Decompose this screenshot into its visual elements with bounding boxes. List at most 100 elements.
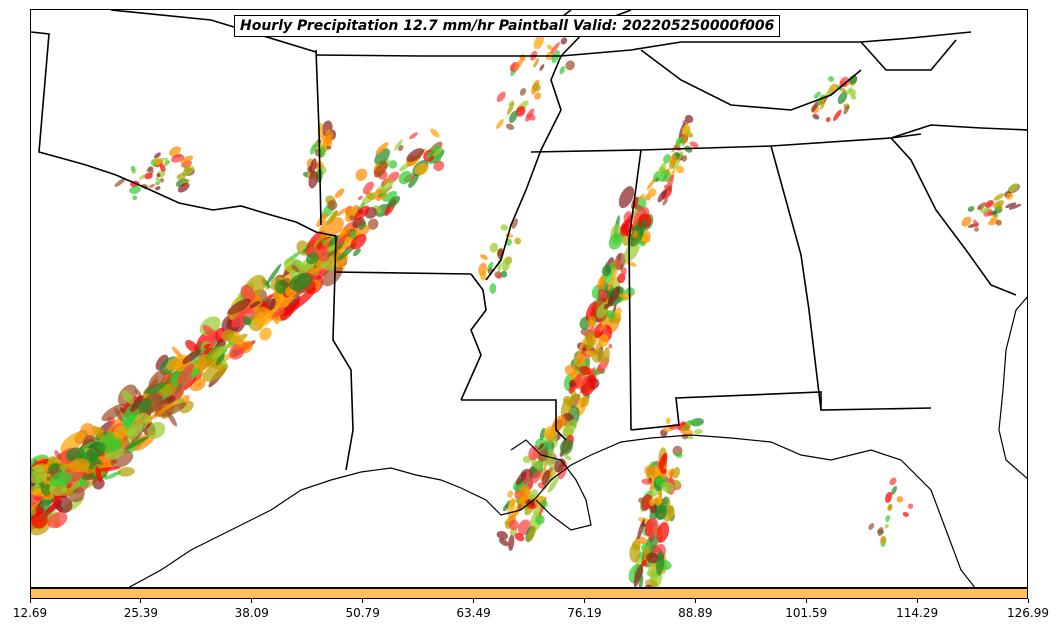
precip-blob <box>129 186 141 194</box>
precip-blob <box>837 91 848 105</box>
precip-blob <box>667 497 671 521</box>
precip-blob <box>887 504 893 512</box>
border-ms-al <box>628 149 642 431</box>
precip-blob <box>125 436 150 450</box>
precip-blob <box>995 219 1002 226</box>
colorbar-tick <box>362 599 364 603</box>
precip-blob <box>828 76 835 82</box>
colorbar-tick-label: 63.49 <box>456 606 491 620</box>
precip-blob <box>508 519 519 531</box>
precip-blob <box>388 160 398 169</box>
precip-blob <box>104 471 122 480</box>
precip-blob <box>585 350 595 357</box>
precip-blob <box>229 344 245 360</box>
precip-blob <box>47 511 68 529</box>
precip-blob <box>993 193 1005 201</box>
precip-blob <box>967 206 975 212</box>
colorbar-tick-label: 126.99 <box>1007 606 1049 620</box>
precip-blob <box>656 521 670 543</box>
precip-blob <box>171 346 183 358</box>
precip-blob <box>185 339 199 353</box>
precip-blob <box>60 431 85 454</box>
precip-blob <box>350 234 367 250</box>
precip-blob <box>811 101 819 112</box>
precip-blob <box>646 178 656 190</box>
precip-blob <box>655 177 660 182</box>
precip-blob <box>517 503 522 512</box>
precip-blob <box>907 503 914 509</box>
precip-blob <box>877 526 884 537</box>
precip-blob <box>489 242 499 253</box>
precip-blob <box>1005 192 1014 200</box>
precip-blob <box>658 169 669 182</box>
precip-blob <box>689 141 699 148</box>
precip-blob <box>336 207 348 217</box>
precip-blob <box>641 559 647 567</box>
precip-blob <box>608 343 613 349</box>
precip-blob <box>321 239 326 244</box>
colorbar-tick-label: 25.39 <box>123 606 159 620</box>
coastline <box>128 296 1027 587</box>
precip-blob <box>547 476 559 494</box>
precip-blob <box>618 186 635 209</box>
precip-blob <box>532 82 541 92</box>
precip-blob <box>682 119 689 126</box>
precip-blob <box>985 200 994 208</box>
precip-blob <box>302 246 311 253</box>
precip-blob <box>409 132 418 140</box>
precip-blob <box>274 279 289 295</box>
precip-blob <box>139 174 146 180</box>
precip-blob <box>46 476 51 481</box>
colorbar <box>30 588 1028 599</box>
precip-blob <box>367 218 379 230</box>
precip-blob <box>398 170 412 185</box>
precip-blob <box>880 536 886 544</box>
precip-blob <box>645 584 653 587</box>
precip-blob <box>604 303 609 310</box>
precip-blob <box>259 317 266 325</box>
precip-blob <box>266 263 282 285</box>
precip-blob <box>394 139 403 151</box>
precip-blob <box>526 113 536 121</box>
precip-blob <box>535 514 545 525</box>
precip-blob <box>406 148 424 162</box>
colorbar-tick <box>251 599 253 603</box>
border-ga-sc <box>890 137 1017 296</box>
precip-blob <box>154 152 161 159</box>
precip-blob <box>271 315 279 325</box>
colorbar-tick <box>473 599 475 603</box>
precip-blob <box>177 182 190 193</box>
precip-blob <box>538 443 544 451</box>
precip-blob <box>868 523 875 530</box>
precip-blob <box>432 147 443 157</box>
precip-blob <box>430 128 440 138</box>
precip-blob <box>608 232 623 250</box>
precip-blob <box>559 438 573 455</box>
precip-blob <box>180 394 190 405</box>
precip-blob <box>147 421 166 439</box>
precip-blob <box>506 123 515 130</box>
precip-blob <box>546 44 554 51</box>
precip-blob <box>662 198 668 206</box>
precip-blob <box>149 402 176 420</box>
precip-blob <box>514 237 522 245</box>
precip-blob <box>527 526 536 542</box>
precip-blob <box>519 88 527 96</box>
border-tn-nc <box>860 39 957 71</box>
precip-blob <box>658 496 669 514</box>
precip-blob <box>169 146 181 157</box>
precip-blob <box>902 512 909 517</box>
precip-blob <box>528 445 540 461</box>
precip-blob <box>564 364 578 376</box>
precip-blob <box>617 273 626 284</box>
precip-blob <box>253 306 268 319</box>
precip-blob <box>495 118 504 129</box>
precip-blob <box>559 65 566 75</box>
precip-blob <box>130 165 136 172</box>
precip-blob <box>334 188 345 199</box>
precip-blob <box>362 181 374 195</box>
colorbar-tick <box>140 599 142 603</box>
precip-blob <box>603 347 610 364</box>
precip-blob <box>825 87 834 99</box>
precip-blob <box>974 227 979 232</box>
